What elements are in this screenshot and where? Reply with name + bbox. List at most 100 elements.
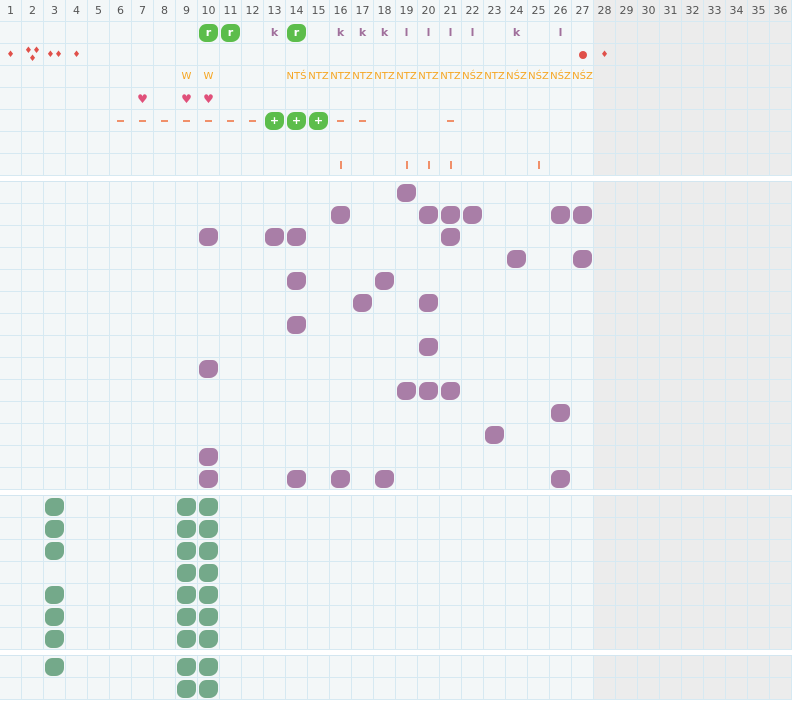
grid-cell[interactable]	[550, 110, 572, 132]
grid-cell[interactable]	[462, 154, 484, 176]
grid-cell[interactable]	[528, 468, 550, 490]
grid-cell[interactable]	[704, 380, 726, 402]
grid-cell[interactable]	[154, 446, 176, 468]
grid-cell[interactable]	[682, 110, 704, 132]
grid-cell[interactable]	[616, 628, 638, 650]
grid-cell[interactable]	[0, 358, 22, 380]
grid-cell[interactable]	[110, 518, 132, 540]
grid-cell[interactable]	[528, 446, 550, 468]
column-header[interactable]: 20	[418, 0, 440, 22]
grid-cell[interactable]	[770, 88, 792, 110]
grid-cell[interactable]	[154, 562, 176, 584]
grid-cell[interactable]	[330, 132, 352, 154]
grid-cell[interactable]	[176, 336, 198, 358]
grid-cell[interactable]	[198, 606, 220, 628]
grid-cell[interactable]	[506, 380, 528, 402]
grid-cell[interactable]	[44, 518, 66, 540]
grid-cell[interactable]	[352, 204, 374, 226]
grid-cell[interactable]: ♦	[0, 44, 22, 66]
grid-cell[interactable]	[22, 678, 44, 700]
grid-cell[interactable]	[330, 110, 352, 132]
grid-cell[interactable]	[396, 584, 418, 606]
grid-cell[interactable]	[704, 336, 726, 358]
grid-cell[interactable]	[66, 446, 88, 468]
grid-cell[interactable]	[110, 606, 132, 628]
grid-cell[interactable]	[22, 292, 44, 314]
grid-cell[interactable]: +	[264, 110, 286, 132]
grid-cell[interactable]	[88, 226, 110, 248]
column-header[interactable]: 17	[352, 0, 374, 22]
grid-cell[interactable]	[44, 314, 66, 336]
grid-cell[interactable]	[770, 66, 792, 88]
grid-cell[interactable]	[308, 678, 330, 700]
grid-cell[interactable]	[462, 606, 484, 628]
grid-cell[interactable]	[748, 518, 770, 540]
grid-cell[interactable]	[44, 380, 66, 402]
grid-cell[interactable]	[418, 402, 440, 424]
grid-cell[interactable]	[440, 88, 462, 110]
grid-cell[interactable]	[154, 270, 176, 292]
grid-cell[interactable]	[308, 132, 330, 154]
grid-cell[interactable]	[528, 402, 550, 424]
grid-cell[interactable]	[308, 44, 330, 66]
grid-cell[interactable]	[418, 110, 440, 132]
grid-cell[interactable]	[682, 446, 704, 468]
column-header[interactable]: 9	[176, 0, 198, 22]
grid-cell[interactable]	[638, 518, 660, 540]
grid-cell[interactable]	[418, 380, 440, 402]
grid-cell[interactable]	[616, 44, 638, 66]
grid-cell[interactable]	[396, 562, 418, 584]
grid-cell[interactable]	[660, 182, 682, 204]
grid-cell[interactable]	[242, 402, 264, 424]
grid-cell[interactable]	[594, 88, 616, 110]
grid-cell[interactable]	[132, 496, 154, 518]
grid-cell[interactable]	[660, 154, 682, 176]
grid-cell[interactable]	[22, 226, 44, 248]
grid-cell[interactable]	[220, 132, 242, 154]
grid-cell[interactable]	[88, 66, 110, 88]
column-header[interactable]: 28	[594, 0, 616, 22]
grid-cell[interactable]	[418, 336, 440, 358]
column-header[interactable]: 21	[440, 0, 462, 22]
grid-cell[interactable]	[638, 656, 660, 678]
grid-cell[interactable]	[374, 606, 396, 628]
grid-cell[interactable]	[198, 584, 220, 606]
grid-cell[interactable]	[220, 248, 242, 270]
grid-cell[interactable]	[770, 292, 792, 314]
grid-cell[interactable]	[374, 678, 396, 700]
grid-cell[interactable]	[198, 204, 220, 226]
grid-cell[interactable]	[440, 518, 462, 540]
grid-cell[interactable]	[418, 132, 440, 154]
column-header[interactable]: 25	[528, 0, 550, 22]
grid-cell[interactable]	[176, 270, 198, 292]
grid-cell[interactable]	[770, 336, 792, 358]
grid-cell[interactable]	[286, 540, 308, 562]
grid-cell[interactable]: W	[198, 66, 220, 88]
grid-cell[interactable]	[22, 314, 44, 336]
grid-cell[interactable]	[198, 424, 220, 446]
grid-cell[interactable]	[528, 518, 550, 540]
grid-cell[interactable]	[286, 562, 308, 584]
grid-cell[interactable]	[440, 44, 462, 66]
grid-cell[interactable]	[484, 606, 506, 628]
grid-cell[interactable]	[770, 110, 792, 132]
grid-cell[interactable]	[396, 226, 418, 248]
grid-cell[interactable]: NTZ	[418, 66, 440, 88]
grid-cell[interactable]	[264, 270, 286, 292]
grid-cell[interactable]	[594, 584, 616, 606]
grid-cell[interactable]: NTZ	[440, 66, 462, 88]
grid-cell[interactable]	[484, 656, 506, 678]
grid-cell[interactable]	[374, 656, 396, 678]
grid-cell[interactable]	[374, 380, 396, 402]
grid-cell[interactable]	[506, 562, 528, 584]
grid-cell[interactable]	[682, 678, 704, 700]
grid-cell[interactable]	[462, 270, 484, 292]
column-header[interactable]: 6	[110, 0, 132, 22]
grid-cell[interactable]	[242, 270, 264, 292]
grid-cell[interactable]	[396, 132, 418, 154]
grid-cell[interactable]	[88, 678, 110, 700]
grid-cell[interactable]	[506, 358, 528, 380]
grid-cell[interactable]	[0, 628, 22, 650]
grid-cell[interactable]	[66, 628, 88, 650]
grid-cell[interactable]	[264, 628, 286, 650]
